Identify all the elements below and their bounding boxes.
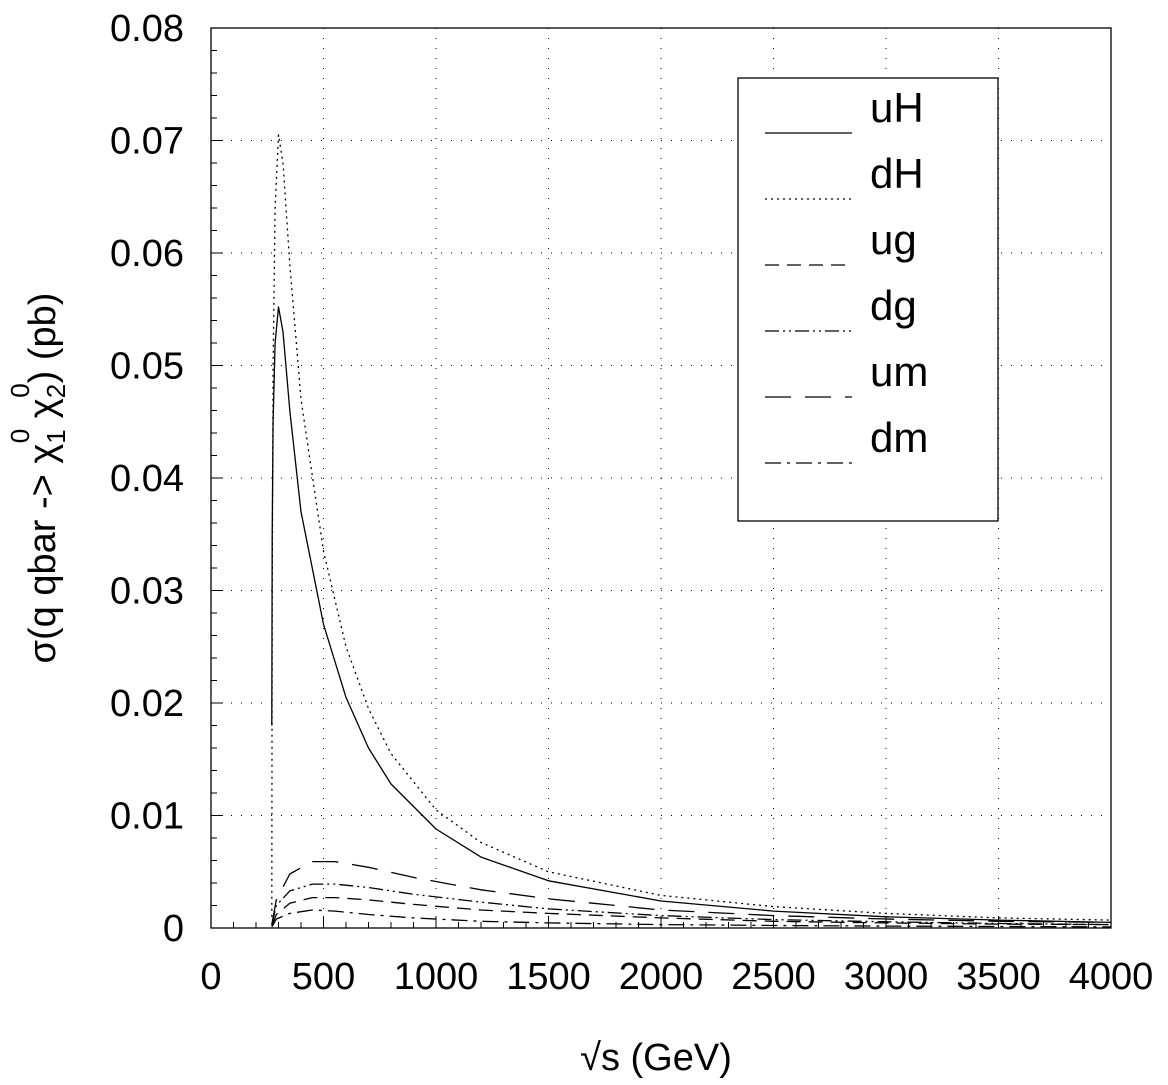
y-tick-label: 0.08 [110,8,184,50]
plot-frame [210,27,1112,929]
legend: uH dH ug dg um dm [737,77,999,522]
legend-box [737,77,999,522]
series-line-um [271,860,1112,925]
y-tick-label: 0.07 [110,121,184,163]
y-tick-label: 0.01 [110,796,184,838]
y-axis-title-chi1-sup: 0 [5,429,35,443]
x-tick-label: 500 [292,956,355,998]
axes-layer: 0 500 1000 1500 2000 2500 3000 3500 4000 0 0.01 0.0… [110,8,1153,998]
legend-label-dg: dg [870,282,917,329]
x-tick-label: 2000 [619,956,704,998]
series-line-dg [271,883,1112,926]
y-axis-title: σ(q qbar -> χ10 χ20) (pb) [5,293,71,664]
y-axis-title-prefix: σ(q qbar -> χ [22,444,64,664]
y-tick-label: 0.03 [110,571,184,613]
x-tick-label: 1500 [506,956,591,998]
legend-label-ug: ug [870,216,917,263]
y-axis-title-suffix: ) (pb) [22,293,64,384]
y-tick-label: 0.04 [110,458,184,500]
x-tick-label: 0 [200,956,221,998]
x-tick-label: 4000 [1069,956,1154,998]
x-tick-label: 1000 [394,956,479,998]
y-tick-label: 0.02 [110,683,184,725]
x-axis-title: √s (GeV) [580,1037,732,1079]
x-tick-label: 3000 [844,956,929,998]
y-axis-title-chi2-sup: 0 [5,383,35,397]
series-line-dm [271,909,1112,928]
series-line-dH [271,134,1112,921]
y-tick-label: 0.06 [110,233,184,275]
legend-label-dH: dH [870,150,924,197]
series-layer [271,134,1112,928]
y-axis-title-chi1-sub: 1 [41,429,71,443]
y-tick-label: 0 [163,908,184,950]
y-tick-label: 0.05 [110,346,184,388]
x-tick-label: 2500 [731,956,816,998]
y-axis-title-chi2: χ [22,398,64,429]
x-tick-label: 3500 [956,956,1041,998]
series-line-uH [271,306,1112,924]
series-line-ug [271,896,1112,927]
legend-label-dm: dm [870,414,928,461]
y-axis-title-chi2-sub: 2 [41,384,71,398]
legend-label-um: um [870,348,928,395]
legend-label-uH: uH [870,84,924,131]
